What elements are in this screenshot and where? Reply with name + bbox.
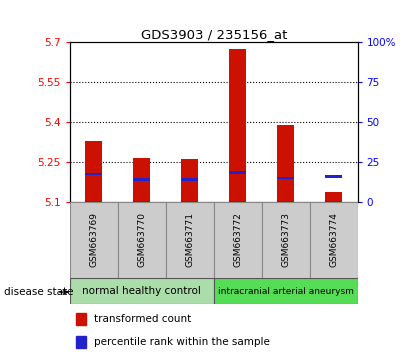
- Bar: [229, 171, 246, 174]
- Text: GSM663771: GSM663771: [185, 212, 194, 267]
- Bar: [181, 178, 198, 181]
- Bar: [325, 193, 342, 202]
- Bar: [85, 172, 102, 175]
- Title: GDS3903 / 235156_at: GDS3903 / 235156_at: [141, 28, 287, 41]
- Bar: [325, 175, 342, 178]
- Text: transformed count: transformed count: [95, 314, 192, 324]
- Text: GSM663772: GSM663772: [233, 212, 242, 267]
- Bar: [76, 313, 86, 325]
- Text: GSM663770: GSM663770: [137, 212, 146, 267]
- Bar: [277, 177, 294, 179]
- Bar: [309, 202, 358, 278]
- Bar: [134, 158, 150, 202]
- Text: GSM663773: GSM663773: [281, 212, 290, 267]
- Text: normal healthy control: normal healthy control: [82, 286, 201, 296]
- Bar: [277, 125, 294, 202]
- Text: GSM663769: GSM663769: [89, 212, 98, 267]
- Bar: [76, 336, 86, 348]
- Bar: [70, 278, 214, 304]
- Bar: [229, 49, 246, 202]
- Text: disease state: disease state: [4, 287, 74, 297]
- Text: intracranial arterial aneurysm: intracranial arterial aneurysm: [218, 287, 353, 296]
- Bar: [118, 202, 166, 278]
- Bar: [134, 178, 150, 181]
- Bar: [166, 202, 214, 278]
- Text: percentile rank within the sample: percentile rank within the sample: [95, 337, 270, 347]
- Bar: [85, 141, 102, 202]
- Bar: [262, 202, 309, 278]
- Text: GSM663774: GSM663774: [329, 212, 338, 267]
- Bar: [70, 202, 118, 278]
- Bar: [181, 159, 198, 202]
- Bar: [214, 202, 262, 278]
- Bar: [214, 278, 358, 304]
